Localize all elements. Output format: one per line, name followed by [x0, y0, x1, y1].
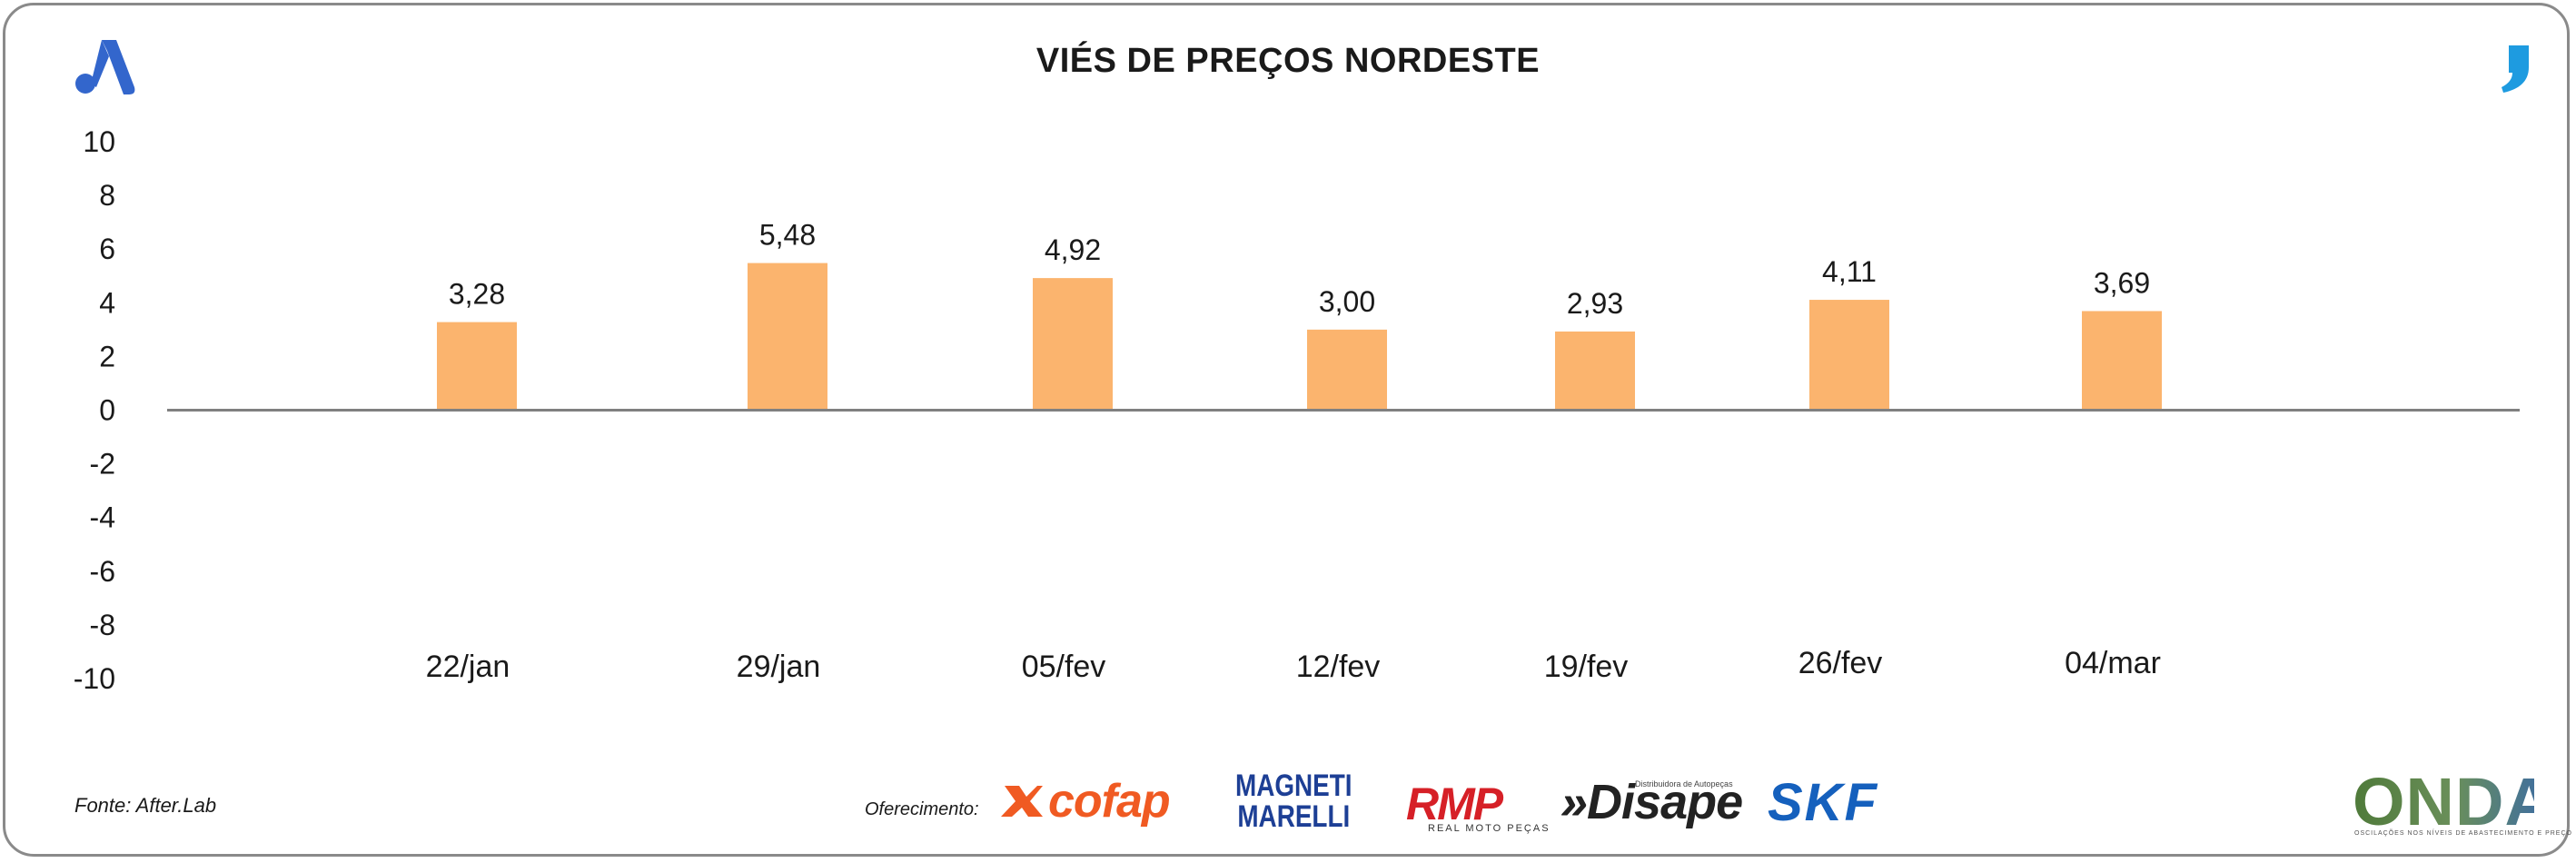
x-axis-labels: 22/jan 29/jan 05/fev 12/fev 19/fev 26/fev 04/m… [426, 646, 2161, 684]
y-tick-label: -2 [90, 448, 115, 481]
disape-logo: »Disape [1560, 775, 1743, 829]
magneti-marelli-logo: MAGNETI MARELLI [1235, 770, 1352, 832]
cofap-text: cofap [1048, 775, 1171, 828]
data-label: 3,69 [2094, 266, 2150, 299]
y-axis-ticks: 10 8 6 4 2 0 -2 -4 -6 -8 -10 [74, 125, 115, 695]
chart-card [3, 3, 2570, 857]
bar [1809, 300, 1889, 411]
y-tick-label: 10 [83, 125, 115, 158]
y-tick-label: 8 [99, 179, 115, 212]
y-tick-label: -8 [90, 609, 115, 641]
y-tick-label: 2 [99, 340, 115, 372]
onda-logo: ONDA [2353, 765, 2534, 838]
magneti-text: MAGNETI [1235, 769, 1352, 803]
data-label: 4,11 [1822, 255, 1877, 288]
x-tick-label: 12/fev [1296, 650, 1381, 684]
data-label: 2,93 [1567, 287, 1623, 320]
bar [748, 263, 827, 411]
chart-title: VIÉS DE PREÇOS NORDESTE [1035, 42, 1541, 80]
bar [1033, 278, 1113, 411]
y-tick-label: -4 [90, 501, 115, 534]
bar [1307, 329, 1387, 411]
rmp-logo: RMP [1406, 779, 1503, 829]
onda-subtitle: OSCILAÇÕES NOS NÍVEIS DE ABASTECIMENTO E… [2354, 830, 2572, 837]
data-labels: 3,28 5,48 4,92 3,00 2,93 4,11 3,69 [449, 219, 2150, 320]
x-tick-label: 22/jan [426, 650, 510, 684]
x-tick-label: 19/fev [1544, 650, 1629, 684]
y-tick-label: -10 [74, 662, 115, 695]
bars [437, 263, 2162, 411]
data-label: 3,28 [449, 278, 505, 311]
skf-logo: SKF [1768, 773, 1878, 832]
cofap-mark-icon [1001, 786, 1043, 817]
y-tick-label: 0 [99, 394, 115, 427]
sponsor-label: Oferecimento: [865, 799, 979, 819]
quote-logo-icon [2502, 45, 2529, 93]
onda-text: ONDA [2353, 765, 2534, 838]
bar-chart: 10 8 6 4 2 0 -2 -4 -6 -8 -10 3,28 5,48 4,92 3,00 2,93 4… [74, 125, 2520, 695]
y-tick-label: 4 [99, 286, 115, 319]
x-tick-label: 05/fev [1022, 650, 1106, 684]
source-note: Fonte: After.Lab [74, 794, 217, 817]
marelli-text: MARELLI [1237, 799, 1351, 834]
x-tick-label: 26/fev [1798, 646, 1883, 680]
bar [437, 322, 517, 411]
x-tick-label: 04/mar [2065, 646, 2161, 680]
bar [1555, 331, 1635, 411]
disape-subtitle: Distribuidora de Autopeças [1635, 779, 1733, 789]
y-tick-label: 6 [99, 233, 115, 265]
data-label: 5,48 [759, 219, 816, 252]
cofap-logo: cofap [1001, 774, 1171, 828]
bar [2082, 311, 2162, 411]
data-label: 4,92 [1045, 233, 1101, 266]
rmp-subtitle: REAL MOTO PEÇAS [1428, 823, 1551, 834]
y-tick-label: -6 [90, 555, 115, 588]
x-tick-label: 29/jan [737, 650, 821, 684]
data-label: 3,00 [1319, 285, 1375, 318]
brand-logo-icon [75, 40, 135, 94]
